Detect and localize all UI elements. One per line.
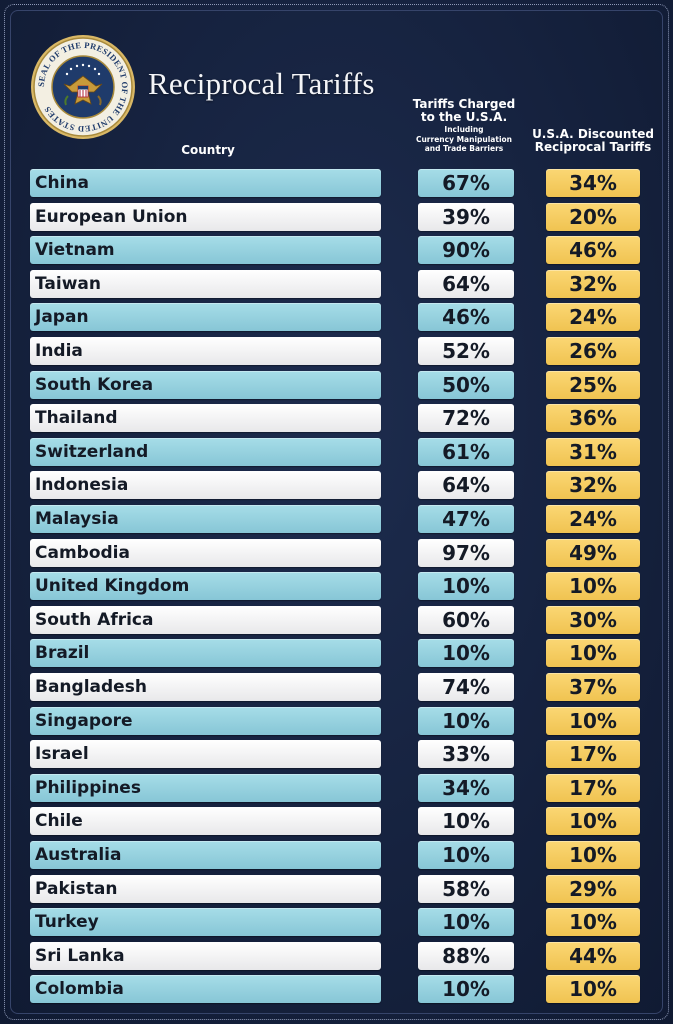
discounted-tariff-cell: 49% (546, 539, 640, 567)
discounted-tariff-cell: 10% (546, 639, 640, 667)
discounted-tariff-cell: 37% (546, 673, 640, 701)
discounted-tariff-cell: 24% (546, 505, 640, 533)
discounted-tariff-cell: 30% (546, 606, 640, 634)
tariff-charged-cell: 10% (418, 908, 514, 936)
country-cell: Vietnam (30, 236, 381, 264)
tariff-charged-cell: 10% (418, 572, 514, 600)
discounted-tariff-cell: 31% (546, 438, 640, 466)
tariff-charged-cell: 46% (418, 303, 514, 331)
discounted-tariff-cell: 20% (546, 203, 640, 231)
country-cell: Philippines (30, 774, 381, 802)
tariff-charged-cell: 33% (418, 740, 514, 768)
tariff-charged-cell: 39% (418, 203, 514, 231)
discounted-tariff-cell: 34% (546, 169, 640, 197)
country-cell: Taiwan (30, 270, 381, 298)
tariff-charged-cell: 10% (418, 707, 514, 735)
country-cell: Indonesia (30, 471, 381, 499)
header-charged-sub2: Currency Manipulation (415, 134, 513, 144)
dotted-border (4, 4, 669, 1020)
discounted-tariff-cell: 26% (546, 337, 640, 365)
tariff-charged-cell: 50% (418, 371, 514, 399)
discounted-tariff-cell: 17% (546, 774, 640, 802)
tariff-charged-cell: 64% (418, 471, 514, 499)
discounted-tariff-cell: 10% (546, 841, 640, 869)
discounted-tariff-cell: 25% (546, 371, 640, 399)
country-cell: Israel (30, 740, 381, 768)
header-charged-line1: Tariffs Charged (412, 97, 516, 111)
country-cell: Brazil (30, 639, 381, 667)
tariff-charged-cell: 10% (418, 639, 514, 667)
tariff-charged-cell: 64% (418, 270, 514, 298)
tariff-charged-cell: 10% (418, 841, 514, 869)
country-cell: Switzerland (30, 438, 381, 466)
header-charged-sub1: Including (444, 124, 484, 134)
tariff-charged-cell: 34% (418, 774, 514, 802)
country-cell: Japan (30, 303, 381, 331)
header-discounted-line2: Reciprocal Tariffs (534, 140, 652, 155)
tariff-charged-cell: 47% (418, 505, 514, 533)
country-cell: Turkey (30, 908, 381, 936)
discounted-tariff-cell: 36% (546, 404, 640, 432)
country-cell: European Union (30, 203, 381, 231)
discounted-tariff-cell: 24% (546, 303, 640, 331)
page-title: Reciprocal Tariffs (148, 66, 375, 101)
tariff-charged-cell: 90% (418, 236, 514, 264)
country-cell: South Africa (30, 606, 381, 634)
discounted-tariff-cell: 17% (546, 740, 640, 768)
discounted-tariff-cell: 46% (546, 236, 640, 264)
discounted-tariff-cell: 29% (546, 875, 640, 903)
country-cell: Singapore (30, 707, 381, 735)
country-cell: Cambodia (30, 539, 381, 567)
tariff-charged-cell: 10% (418, 975, 514, 1003)
tariff-charged-cell: 10% (418, 807, 514, 835)
country-cell: Thailand (30, 404, 381, 432)
country-cell: Pakistan (30, 875, 381, 903)
country-cell: Chile (30, 807, 381, 835)
tariff-charged-cell: 58% (418, 875, 514, 903)
discounted-tariff-cell: 10% (546, 975, 640, 1003)
tariff-charged-cell: 67% (418, 169, 514, 197)
country-cell: Bangladesh (30, 673, 381, 701)
tariff-charged-cell: 52% (418, 337, 514, 365)
country-cell: Malaysia (30, 505, 381, 533)
discounted-tariff-cell: 10% (546, 807, 640, 835)
presidential-seal-icon: SEAL OF THE PRESIDENT OF THE UNITED STAT… (31, 35, 135, 139)
tariff-charged-cell: 72% (418, 404, 514, 432)
tariff-charged-cell: 74% (418, 673, 514, 701)
tariff-charged-cell: 61% (418, 438, 514, 466)
country-cell: Colombia (30, 975, 381, 1003)
header-discounted-line1: U.S.A. Discounted (532, 127, 654, 141)
discounted-tariff-cell: 10% (546, 908, 640, 936)
header-charged-line2: to the U.S.A. (420, 110, 508, 125)
country-cell: United Kingdom (30, 572, 381, 600)
tariff-charged-cell: 97% (418, 539, 514, 567)
country-cell: China (30, 169, 381, 197)
header-charged-sub3: and Trade Barriers (424, 144, 504, 154)
discounted-tariff-cell: 32% (546, 471, 640, 499)
discounted-tariff-cell: 32% (546, 270, 640, 298)
discounted-tariff-cell: 10% (546, 572, 640, 600)
country-cell: India (30, 337, 381, 365)
country-cell: South Korea (30, 371, 381, 399)
header-country: Country (181, 143, 235, 157)
header-discounted-tariffs: U.S.A. Discounted Reciprocal Tariffs (528, 127, 658, 155)
tariff-charged-cell: 88% (418, 942, 514, 970)
country-cell: Australia (30, 841, 381, 869)
country-cell: Sri Lanka (30, 942, 381, 970)
header-tariffs-charged: Tariffs Charged to the U.S.A. Including … (404, 97, 524, 154)
tariff-charged-cell: 60% (418, 606, 514, 634)
discounted-tariff-cell: 44% (546, 942, 640, 970)
inner-border (10, 10, 663, 1014)
discounted-tariff-cell: 10% (546, 707, 640, 735)
